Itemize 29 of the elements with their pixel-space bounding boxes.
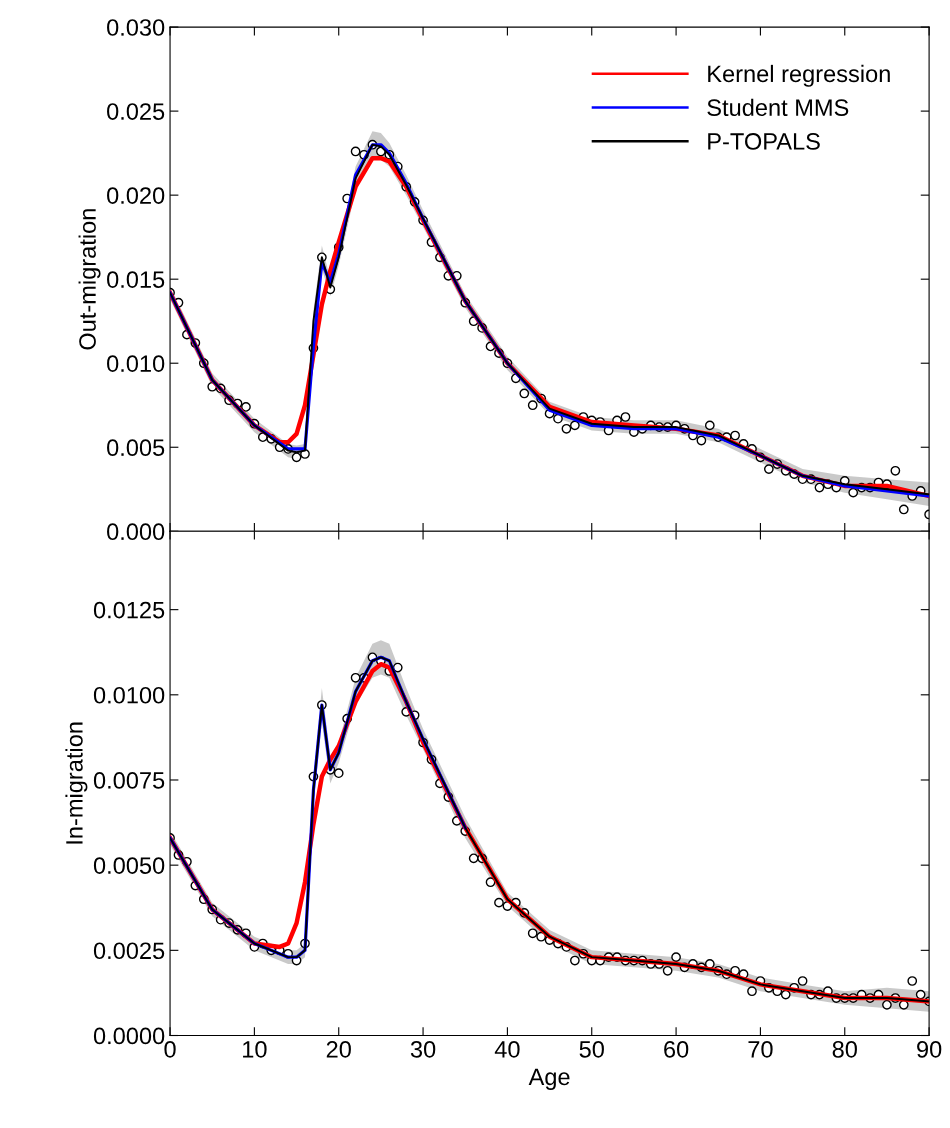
y-tick-label: 0.0050 (93, 857, 165, 874)
legend-label: Student MMS (707, 98, 849, 117)
x-axis-title: Age (528, 1068, 570, 1090)
y-tick-label: 0.010 (107, 355, 165, 372)
x-tick-label: 0 (164, 1040, 176, 1058)
y-tick-label: 0.0000 (93, 1027, 165, 1045)
y-tick-label: 0.020 (107, 187, 165, 204)
x-tick-label: 50 (579, 1040, 604, 1058)
y-tick-label: 0.000 (107, 523, 165, 541)
legend-label: P-TOPALS (708, 133, 820, 150)
y-tick-label: 0.030 (107, 19, 165, 36)
x-tick-label: 40 (494, 1040, 520, 1058)
x-tick-label: 20 (326, 1040, 351, 1058)
y-tick-label: 0.0025 (93, 942, 165, 960)
x-tick-label: 80 (832, 1040, 857, 1058)
y-tick-label: 0.0125 (93, 601, 165, 619)
y-tick-label: 0.0100 (93, 686, 165, 704)
x-tick-label: 10 (243, 1040, 267, 1058)
y-tick-label: 0.025 (107, 103, 165, 120)
legend-label: Kernel regression (708, 64, 890, 87)
y-axis-title: In-migration (65, 722, 88, 844)
y-tick-label: 0.0075 (93, 772, 165, 789)
x-tick-label: 70 (748, 1040, 773, 1058)
x-tick-label: 90 (917, 1040, 942, 1058)
y-tick-label: 0.005 (107, 439, 165, 457)
y-axis-title: Out-migration (78, 209, 101, 350)
y-tick-label: 0.015 (107, 271, 165, 288)
x-tick-label: 60 (664, 1040, 689, 1058)
x-tick-label: 30 (410, 1040, 436, 1058)
